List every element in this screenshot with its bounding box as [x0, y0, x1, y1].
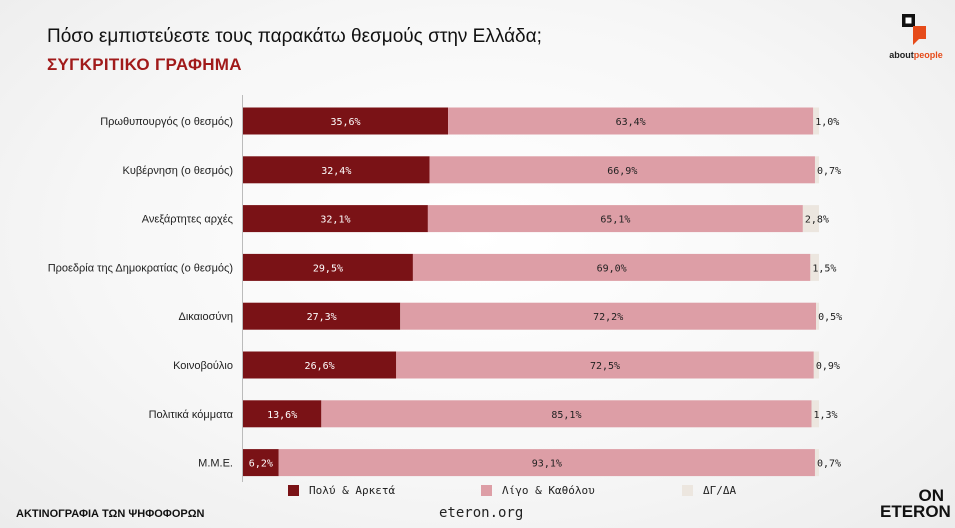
bar-segment: [412, 253, 811, 281]
bar-segment: [243, 156, 430, 184]
data-label: 72,2%: [593, 312, 623, 323]
legend-item-series-1: Πολύ & Αρκετά: [288, 484, 395, 497]
chart-subtitle: ΣΥΓΚΡΙΤΙΚΟ ΓΡΑΦΗΜΑ: [47, 55, 242, 74]
aboutpeople-logo: aboutpeople: [886, 14, 946, 64]
legend-swatch-series-2: [481, 485, 492, 496]
bar-segment: [813, 351, 819, 379]
bar-segment: [816, 302, 819, 330]
data-label: 0,7%: [817, 459, 841, 470]
bar-segment: [278, 449, 815, 477]
legend-swatch-series-3: [682, 485, 693, 496]
data-label: 0,9%: [816, 361, 840, 372]
aboutpeople-wordmark: aboutpeople: [886, 50, 946, 60]
bar-segment: [321, 400, 812, 428]
chart-title: Πόσο εμπιστεύεστε τους παρακάτω θεσμούς …: [47, 26, 542, 47]
category-label: Πρωθυπουργός (ο θεσμός): [100, 116, 233, 128]
category-label: Κυβέρνηση (ο θεσμός): [123, 165, 234, 177]
bar-segment: [814, 156, 819, 184]
data-label: 63,4%: [616, 117, 646, 128]
bar-segment: [814, 449, 819, 477]
bar-segment: [243, 351, 397, 379]
bar-segment: [243, 400, 322, 428]
legend-label-series-1: Πολύ & Αρκετά: [309, 484, 396, 497]
data-label: 69,0%: [597, 263, 627, 274]
data-label: 0,7%: [817, 166, 841, 177]
bar-segment: [813, 107, 819, 135]
data-label: 27,3%: [307, 312, 337, 323]
data-label: 35,6%: [330, 117, 360, 128]
category-label: Πολιτικά κόμματα: [149, 409, 234, 421]
aboutpeople-wordmark-about: about: [889, 50, 914, 60]
data-label: 26,6%: [305, 361, 335, 372]
legend-label-series-2: Λίγο & Καθόλου: [502, 484, 595, 497]
bar-segment: [396, 351, 814, 379]
data-label: 32,4%: [321, 166, 351, 177]
category-label: Κοινοβούλιο: [173, 360, 233, 372]
category-label: Προεδρία της Δημοκρατίας (ο θεσμός): [48, 262, 233, 274]
data-label: 0,5%: [818, 312, 842, 323]
eteron-logo-line2: ETERON: [880, 502, 951, 521]
aboutpeople-mark-icon: [902, 14, 926, 45]
aboutpeople-wordmark-people: people: [913, 50, 943, 60]
data-label: 65,1%: [600, 215, 630, 226]
footer-url: eteron.org: [439, 505, 524, 521]
bar-segment: [802, 205, 819, 233]
data-label: 72,5%: [590, 361, 620, 372]
category-label: Μ.Μ.Ε.: [198, 458, 233, 470]
data-label: 1,3%: [814, 410, 838, 421]
data-label: 1,0%: [815, 117, 839, 128]
bar-segment: [811, 400, 819, 428]
bar-segment: [243, 449, 279, 477]
bar-segment: [429, 156, 815, 184]
data-label: 32,1%: [320, 215, 350, 226]
category-label: Δικαιοσύνη: [178, 311, 233, 323]
data-label: 29,5%: [313, 263, 343, 274]
eteron-logo: ON ETERON: [880, 486, 951, 521]
data-label: 2,8%: [805, 215, 829, 226]
data-label: 66,9%: [607, 166, 637, 177]
bar-segment: [243, 253, 413, 281]
eteron-logo-line1: ON: [918, 486, 945, 505]
data-label: 6,2%: [249, 459, 273, 470]
chart-legend: Πολύ & Αρκετά Λίγο & Καθόλου ΔΓ/ΔΑ: [0, 484, 955, 500]
bar-segment: [448, 107, 814, 135]
legend-item-series-2: Λίγο & Καθόλου: [481, 484, 595, 497]
category-label: Ανεξάρτητες αρχές: [142, 214, 233, 226]
bar-segment: [427, 205, 803, 233]
data-label: 85,1%: [551, 410, 581, 421]
bar-segment: [810, 253, 819, 281]
bar-segment: [400, 302, 817, 330]
bar-segment: [243, 107, 449, 135]
legend-swatch-series-1: [288, 485, 299, 496]
data-label: 1,5%: [812, 263, 836, 274]
bar-segment: [243, 302, 401, 330]
footer-left-text: ΑΚΤΙΝΟΓΡΑΦΙΑ ΤΩΝ ΨΗΦΟΦΟΡΩΝ: [16, 508, 205, 520]
data-label: 93,1%: [532, 459, 562, 470]
bar-segment: [243, 205, 428, 233]
data-label: 13,6%: [267, 410, 297, 421]
legend-item-series-3: ΔΓ/ΔΑ: [682, 484, 736, 497]
legend-label-series-3: ΔΓ/ΔΑ: [703, 484, 737, 497]
